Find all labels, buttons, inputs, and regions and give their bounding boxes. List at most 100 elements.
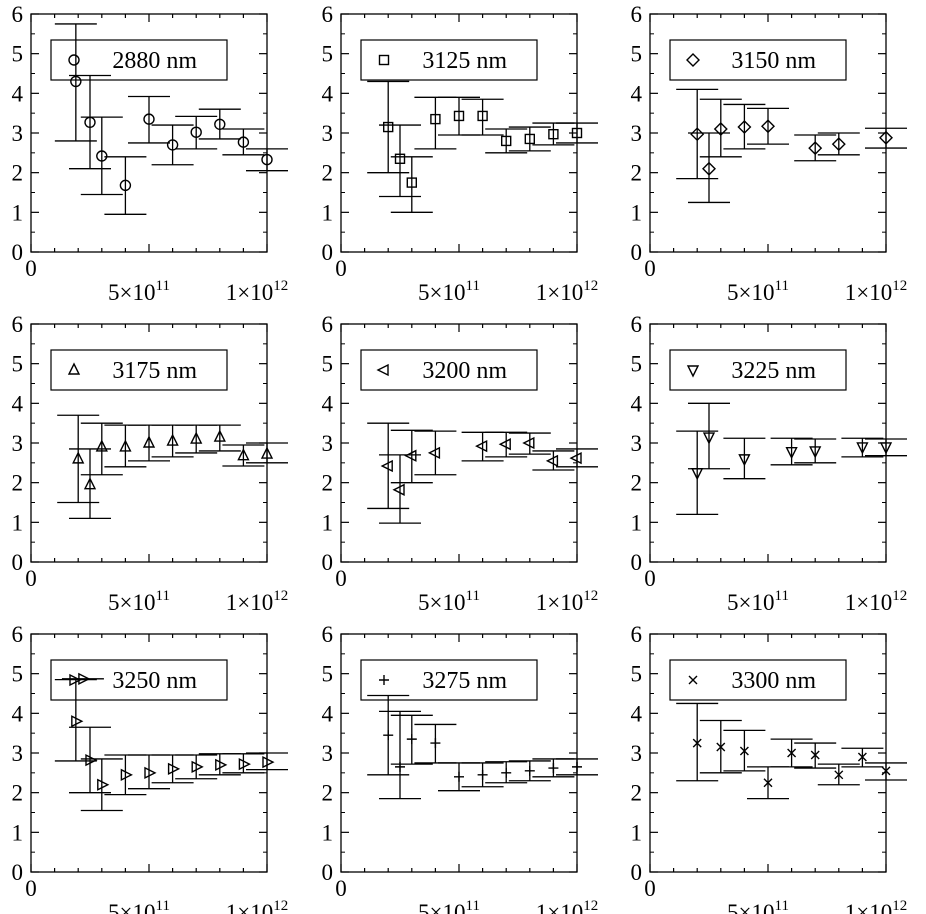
data-point-1 bbox=[702, 432, 716, 445]
data-point-0 bbox=[72, 451, 85, 464]
y-tick-label: 0 bbox=[12, 860, 24, 885]
x-tick-label: 0 bbox=[644, 256, 656, 281]
data-point-6 bbox=[167, 762, 181, 775]
y-tick-label: 3 bbox=[631, 121, 643, 146]
data-point-8 bbox=[237, 448, 250, 461]
error-bar-2 bbox=[390, 429, 433, 484]
error-bar-7 bbox=[175, 754, 218, 780]
legend-box bbox=[360, 39, 538, 81]
y-tick-label: 4 bbox=[12, 81, 24, 106]
data-point-8 bbox=[569, 451, 582, 465]
y-tick-label: 3 bbox=[322, 431, 334, 456]
data-point-1 bbox=[83, 477, 97, 490]
data-point-3 bbox=[119, 439, 132, 452]
x-tick-label: 0 bbox=[335, 256, 347, 281]
data-point-3 bbox=[427, 446, 441, 460]
data-point-8 bbox=[237, 136, 250, 148]
y-tick-label: 5 bbox=[631, 352, 643, 377]
data-point-7 bbox=[857, 752, 867, 762]
data-point-7 bbox=[879, 130, 893, 145]
data-point-4 bbox=[453, 110, 465, 122]
error-bar-3 bbox=[723, 103, 766, 150]
data-point-8 bbox=[548, 763, 559, 774]
legend: 3125 nm bbox=[360, 39, 538, 81]
error-bar-6 bbox=[175, 424, 218, 454]
y-tick-label: 4 bbox=[12, 391, 24, 416]
error-bar-2 bbox=[69, 726, 111, 794]
error-bar-5 bbox=[151, 424, 194, 458]
y-tick-label: 4 bbox=[322, 701, 334, 726]
error-bar-1 bbox=[379, 710, 421, 800]
error-bar-0 bbox=[676, 430, 719, 516]
error-bar-4 bbox=[128, 424, 170, 462]
error-bar-2 bbox=[723, 437, 766, 480]
x-tick-label: 1×1012 bbox=[536, 278, 598, 305]
y-tick-label: 1 bbox=[631, 200, 643, 225]
error-bar-2 bbox=[80, 422, 123, 476]
y-tick-label: 3 bbox=[631, 741, 643, 766]
error-bar-7 bbox=[198, 424, 241, 452]
chart-panel-6: 0 1 2 3 4 5 6 0 5×1011 1×1012 3225 nm bbox=[631, 312, 908, 615]
data-point-10 bbox=[262, 755, 275, 769]
x-tick-label: 0 bbox=[644, 876, 656, 901]
data-point-7 bbox=[213, 429, 226, 442]
y-tick-label: 1 bbox=[12, 820, 24, 845]
y-tick-label: 3 bbox=[12, 741, 24, 766]
chart-panel-1: 0 1 2 3 4 5 6 0 5×1011 1×1012 2880 nm bbox=[12, 2, 289, 305]
error-bar-8 bbox=[532, 122, 575, 146]
data-point-2 bbox=[739, 746, 749, 756]
data-point-7 bbox=[545, 454, 559, 467]
chart-panel-3: 0 1 2 3 4 5 6 0 5×1011 1×1012 3150 nm bbox=[631, 2, 908, 305]
y-tick-label: 3 bbox=[322, 741, 334, 766]
data-point-4 bbox=[761, 119, 775, 134]
data-point-6 bbox=[522, 436, 535, 450]
data-point-5 bbox=[808, 141, 823, 156]
x-tick-label: 5×1011 bbox=[418, 898, 480, 914]
data-point-6 bbox=[879, 442, 893, 455]
y-tick-label: 4 bbox=[322, 391, 334, 416]
error-bar-5 bbox=[151, 124, 194, 166]
error-bar-4 bbox=[438, 96, 480, 136]
y-tick-label: 6 bbox=[631, 312, 643, 337]
error-bar-1 bbox=[688, 402, 730, 470]
data-point-2 bbox=[406, 734, 417, 745]
x-tick-label: 5×1011 bbox=[108, 588, 170, 615]
x-tick-label: 0 bbox=[25, 256, 37, 281]
data-point-5 bbox=[856, 442, 869, 455]
error-bar-0 bbox=[367, 80, 410, 174]
data-point-4 bbox=[143, 113, 155, 125]
y-tick-label: 2 bbox=[322, 471, 334, 496]
y-tick-label: 5 bbox=[322, 352, 334, 377]
error-bar-0 bbox=[367, 422, 410, 510]
x-tick-label: 5×1011 bbox=[108, 898, 170, 914]
y-tick-label: 4 bbox=[631, 391, 643, 416]
data-point-0 bbox=[383, 121, 394, 133]
data-point-2 bbox=[406, 177, 417, 188]
data-point-6 bbox=[190, 431, 203, 444]
legend-marker bbox=[378, 54, 390, 66]
error-bar-6 bbox=[817, 132, 860, 156]
legend-box bbox=[669, 659, 847, 701]
error-bar-8 bbox=[222, 128, 265, 156]
error-bar-9 bbox=[222, 753, 265, 774]
data-point-5 bbox=[477, 769, 488, 780]
error-bar-1 bbox=[379, 124, 421, 198]
error-bar-4 bbox=[128, 95, 170, 144]
error-bar-5 bbox=[128, 754, 170, 790]
data-point-1 bbox=[395, 761, 405, 772]
error-bar-5 bbox=[461, 98, 504, 136]
legend-box bbox=[50, 39, 228, 81]
legend-marker bbox=[686, 53, 700, 67]
y-tick-label: 2 bbox=[12, 471, 24, 496]
y-tick-label: 0 bbox=[631, 550, 643, 575]
legend-label: 3125 nm bbox=[422, 48, 507, 74]
legend-box bbox=[50, 349, 228, 391]
legend-label: 3250 nm bbox=[112, 668, 197, 694]
data-point-9 bbox=[260, 446, 274, 459]
x-tick-label: 0 bbox=[335, 566, 347, 591]
data-point-3 bbox=[763, 778, 773, 788]
y-tick-label: 3 bbox=[12, 431, 24, 456]
legend: 3300 nm bbox=[669, 659, 847, 701]
data-point-4 bbox=[475, 440, 488, 453]
error-bar-2 bbox=[699, 98, 742, 158]
